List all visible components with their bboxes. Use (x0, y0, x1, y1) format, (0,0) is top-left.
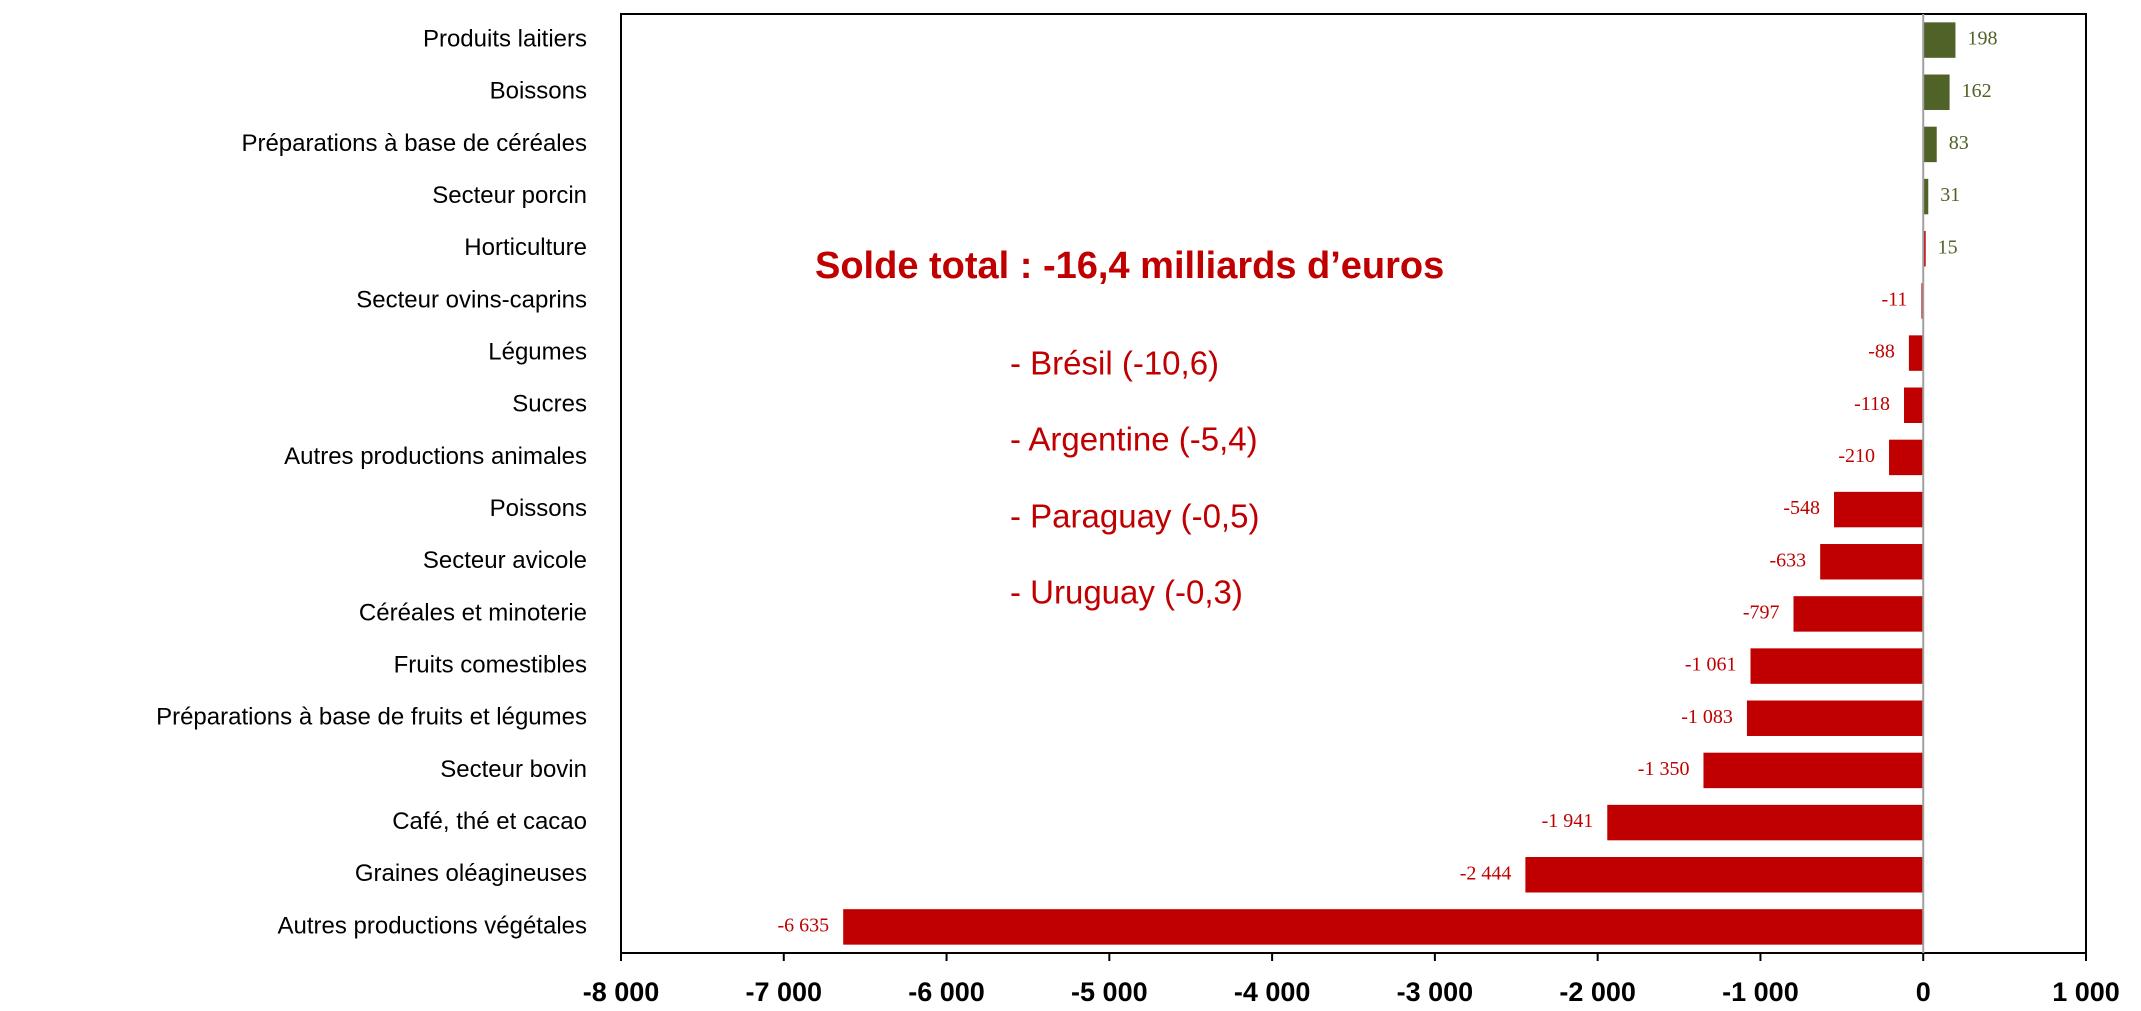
annotation-item: - Paraguay (-0,5) (1010, 498, 1259, 535)
value-label: -633 (1770, 549, 1807, 571)
bar (1607, 804, 1924, 841)
bar (1904, 387, 1924, 423)
value-label: 15 (1938, 236, 1958, 258)
value-label: -11 (1882, 289, 1908, 311)
bar (1889, 439, 1924, 476)
category-label: Céréales et minoterie (359, 599, 587, 626)
bar (1923, 126, 1937, 163)
x-tick-label: 1 000 (2052, 977, 2120, 1007)
bar (1750, 648, 1924, 684)
x-tick-label: -3 000 (1397, 977, 1474, 1007)
category-label: Secteur bovin (440, 756, 587, 783)
bar (843, 909, 1924, 945)
value-label: 31 (1940, 184, 1960, 206)
bar (1793, 596, 1924, 632)
bar (1746, 700, 1924, 736)
x-tick-label: -1 000 (1722, 977, 1799, 1007)
x-tick-label: 0 (1916, 977, 1931, 1007)
annotation-item: - Argentine (-5,4) (1010, 421, 1258, 458)
value-label: -1 083 (1681, 706, 1733, 728)
category-label: Sucres (512, 391, 587, 418)
bar (1834, 491, 1924, 528)
value-label: 162 (1962, 80, 1992, 102)
bar (1703, 752, 1924, 789)
category-label: Autres productions végétales (277, 912, 587, 939)
category-label: Horticulture (464, 234, 587, 261)
x-tick-label: -2 000 (1559, 977, 1636, 1007)
category-label: Légumes (488, 338, 587, 365)
value-label: -210 (1838, 445, 1875, 467)
value-label: -6 635 (778, 915, 830, 937)
category-label: Café, thé et cacao (392, 808, 587, 835)
value-label: -2 444 (1460, 862, 1512, 884)
value-label: 83 (1949, 132, 1969, 154)
category-label: Fruits comestibles (394, 651, 587, 678)
value-label: -88 (1868, 341, 1895, 363)
value-label: -1 350 (1638, 758, 1690, 780)
bar (1923, 231, 1926, 267)
category-label: Secteur porcin (432, 182, 587, 209)
category-label: Secteur ovins-caprins (356, 286, 587, 313)
category-label: Graines oléagineuses (355, 860, 587, 887)
value-label: -797 (1743, 602, 1780, 624)
value-label: -1 941 (1542, 810, 1594, 832)
value-label: -548 (1783, 497, 1820, 519)
value-label: 198 (1967, 28, 1997, 50)
category-label: Poissons (490, 495, 587, 522)
value-label: -1 061 (1685, 654, 1737, 676)
category-label: Boissons (490, 78, 587, 105)
category-label: Produits laitiers (423, 25, 587, 52)
category-label: Préparations à base de fruits et légumes (156, 704, 587, 731)
plot-frame (620, 13, 2087, 954)
value-label: -118 (1854, 393, 1890, 415)
bar (1820, 544, 1924, 580)
annotation-item: - Brésil (-10,6) (1010, 345, 1219, 382)
bar (1908, 335, 1924, 371)
bar (1923, 74, 1950, 110)
x-tick-label: -7 000 (745, 977, 822, 1007)
x-tick-label: -5 000 (1071, 977, 1148, 1007)
annotation-title: Solde total : -16,4 milliards d’euros (815, 245, 1444, 287)
x-tick-label: -4 000 (1234, 977, 1311, 1007)
category-label: Secteur avicole (423, 547, 587, 574)
category-label: Préparations à base de céréales (241, 130, 587, 157)
category-label: Autres productions animales (284, 443, 587, 470)
annotation-item: - Uruguay (-0,3) (1010, 574, 1243, 611)
x-tick-label: -8 000 (583, 977, 660, 1007)
bar (1525, 857, 1924, 893)
bar (1923, 178, 1929, 215)
bar (1923, 22, 1956, 58)
x-tick-label: -6 000 (908, 977, 985, 1007)
